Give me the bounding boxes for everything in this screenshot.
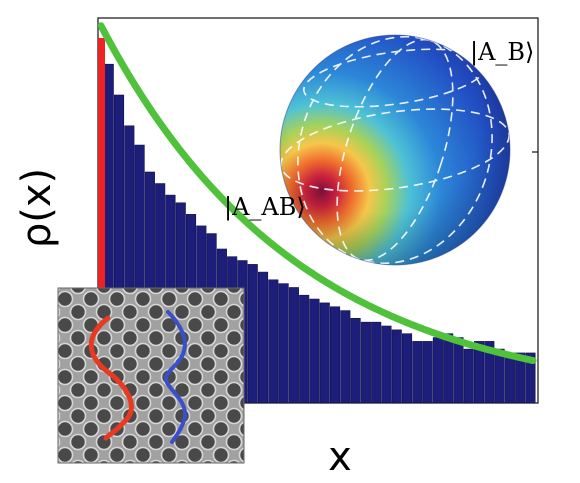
histogram-bar	[340, 310, 351, 403]
x-axis-label: x	[328, 434, 352, 480]
histogram-bar	[463, 348, 474, 403]
histogram-bar	[350, 317, 361, 403]
histogram-bar	[391, 329, 402, 403]
histogram-bar	[371, 321, 382, 403]
histogram-bar	[525, 352, 536, 403]
histogram-bar	[360, 321, 371, 403]
inset-background	[58, 288, 244, 463]
histogram-bar	[412, 341, 423, 403]
histogram-bar	[401, 333, 413, 403]
inset-left-path	[88, 315, 134, 441]
histogram-bar	[319, 302, 330, 403]
histogram-bar	[278, 283, 289, 403]
histogram-bar	[504, 352, 515, 403]
threshold-bar	[98, 38, 105, 403]
histogram-bar	[257, 271, 269, 403]
histogram-bar	[134, 144, 145, 403]
inset-right-path	[163, 310, 187, 444]
histogram-bar	[494, 348, 505, 403]
y-axis-label: ρ(x)	[14, 168, 60, 248]
histogram-bar	[381, 325, 392, 403]
histogram-bar	[443, 333, 454, 403]
sphere	[279, 34, 511, 266]
histogram-bar	[113, 94, 125, 403]
histogram-bar	[329, 306, 341, 403]
histogram-bar	[288, 287, 299, 403]
histogram-bar	[432, 337, 443, 403]
histogram-bar	[247, 264, 258, 403]
histogram-bar	[268, 279, 279, 403]
sem-inset	[57, 287, 245, 464]
sphere-shade	[280, 35, 510, 265]
ket-ab-label: |A_AB⟩	[224, 193, 306, 222]
fit-curve	[98, 22, 537, 365]
histogram-bar	[473, 341, 485, 403]
ket-b-label: |A_B⟩	[470, 38, 534, 67]
histogram-bar	[484, 341, 495, 403]
histogram-bar	[422, 341, 433, 403]
sphere-latitude-top	[303, 48, 487, 108]
histogram-bar	[515, 352, 526, 403]
histogram-bar	[299, 294, 310, 403]
histogram-bar	[124, 125, 135, 403]
histogram-bar	[309, 298, 320, 403]
histogram-bar	[453, 337, 464, 403]
sphere-meridian-1	[336, 38, 454, 262]
